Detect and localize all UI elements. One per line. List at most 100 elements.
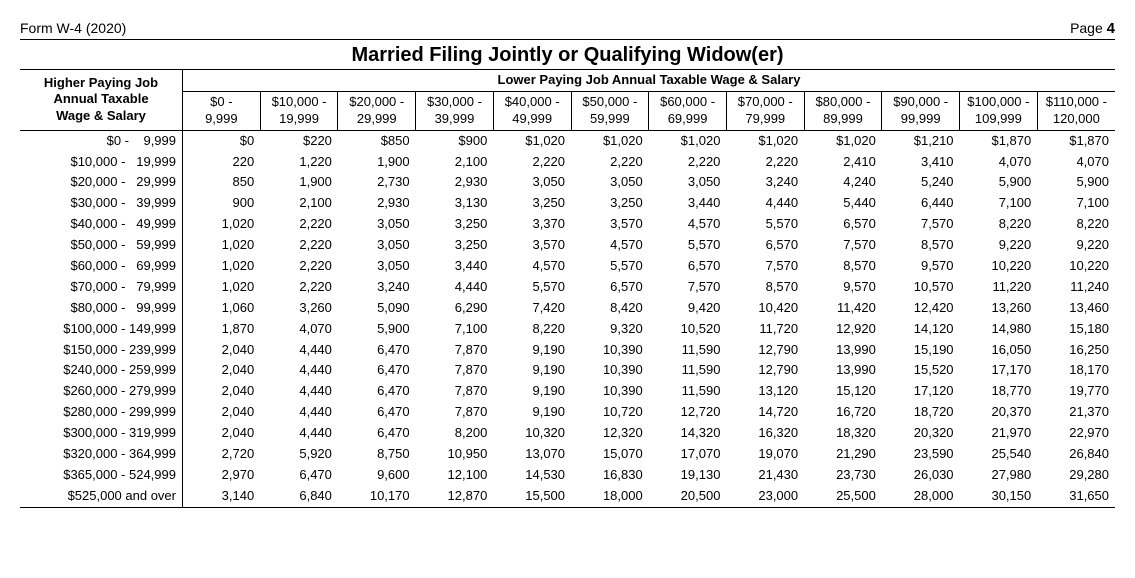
- column-header: $50,000 -59,999: [571, 91, 649, 130]
- cell-value: 13,260: [960, 298, 1038, 319]
- cell-value: 15,120: [804, 381, 882, 402]
- cell-value: 8,220: [1037, 214, 1115, 235]
- cell-value: 10,520: [649, 319, 727, 340]
- cell-value: 7,870: [416, 360, 494, 381]
- cell-value: 16,250: [1037, 340, 1115, 361]
- cell-value: 17,120: [882, 381, 960, 402]
- cell-value: 3,050: [649, 172, 727, 193]
- column-header: $90,000 -99,999: [882, 91, 960, 130]
- cell-value: 15,500: [493, 486, 571, 507]
- cell-value: 9,570: [882, 256, 960, 277]
- cell-value: 8,750: [338, 444, 416, 465]
- cell-value: 3,250: [416, 235, 494, 256]
- cell-value: 2,220: [493, 152, 571, 173]
- cell-value: 3,250: [493, 193, 571, 214]
- cell-value: 11,240: [1037, 277, 1115, 298]
- cell-value: $1,210: [882, 130, 960, 151]
- column-header-top: $40,000 -: [500, 94, 565, 111]
- cell-value: 9,420: [649, 298, 727, 319]
- cell-value: 7,570: [649, 277, 727, 298]
- row-label: $260,000 - 279,999: [20, 381, 183, 402]
- cell-value: 9,190: [493, 360, 571, 381]
- cell-value: 9,320: [571, 319, 649, 340]
- table-row: $240,000 - 259,9992,0404,4406,4707,8709,…: [20, 360, 1115, 381]
- cell-value: 12,790: [726, 340, 804, 361]
- cell-value: 12,870: [416, 486, 494, 507]
- page-number-value: 4: [1107, 20, 1115, 37]
- cell-value: 4,440: [416, 277, 494, 298]
- cell-value: 3,440: [649, 193, 727, 214]
- cell-value: 2,100: [416, 152, 494, 173]
- cell-value: 19,130: [649, 465, 727, 486]
- cell-value: 22,970: [1037, 423, 1115, 444]
- cell-value: 6,570: [726, 235, 804, 256]
- column-header: $20,000 -29,999: [338, 91, 416, 130]
- cell-value: 9,600: [338, 465, 416, 486]
- cell-value: 16,830: [571, 465, 649, 486]
- cell-value: 8,570: [726, 277, 804, 298]
- cell-value: 1,020: [183, 235, 261, 256]
- table-head: Higher Paying Job Annual Taxable Wage & …: [20, 70, 1115, 131]
- row-label: $100,000 - 149,999: [20, 319, 183, 340]
- cell-value: 6,570: [649, 256, 727, 277]
- cell-value: 4,440: [260, 423, 338, 444]
- cell-value: 7,570: [726, 256, 804, 277]
- cell-value: 29,280: [1037, 465, 1115, 486]
- cell-value: 15,520: [882, 360, 960, 381]
- cell-value: 3,370: [493, 214, 571, 235]
- table-row: $150,000 - 239,9992,0404,4406,4707,8709,…: [20, 340, 1115, 361]
- cell-value: 4,440: [260, 402, 338, 423]
- row-label: $40,000 - 49,999: [20, 214, 183, 235]
- cell-value: 13,990: [804, 340, 882, 361]
- cell-value: 12,420: [882, 298, 960, 319]
- cell-value: 2,220: [726, 152, 804, 173]
- cell-value: 1,220: [260, 152, 338, 173]
- cell-value: 2,730: [338, 172, 416, 193]
- cell-value: $1,870: [1037, 130, 1115, 151]
- cell-value: 1,020: [183, 277, 261, 298]
- column-header: $40,000 -49,999: [493, 91, 571, 130]
- cell-value: 18,320: [804, 423, 882, 444]
- cell-value: 16,720: [804, 402, 882, 423]
- cell-value: 13,990: [804, 360, 882, 381]
- cell-value: 3,240: [338, 277, 416, 298]
- cell-value: 2,040: [183, 402, 261, 423]
- cell-value: 7,420: [493, 298, 571, 319]
- cell-value: 10,390: [571, 340, 649, 361]
- cell-value: 2,220: [571, 152, 649, 173]
- cell-value: 14,980: [960, 319, 1038, 340]
- cell-value: 10,570: [882, 277, 960, 298]
- cell-value: 1,870: [183, 319, 261, 340]
- cell-value: 6,290: [416, 298, 494, 319]
- cell-value: $1,020: [804, 130, 882, 151]
- cell-value: 16,050: [960, 340, 1038, 361]
- row-label: $525,000 and over: [20, 486, 183, 507]
- cell-value: 11,590: [649, 381, 727, 402]
- cell-value: 10,950: [416, 444, 494, 465]
- cell-value: 3,250: [416, 214, 494, 235]
- cell-value: 3,130: [416, 193, 494, 214]
- cell-value: 2,100: [260, 193, 338, 214]
- cell-value: 7,570: [882, 214, 960, 235]
- cell-value: 4,240: [804, 172, 882, 193]
- table-row: $40,000 - 49,9991,0202,2203,0503,2503,37…: [20, 214, 1115, 235]
- cell-value: 17,170: [960, 360, 1038, 381]
- column-header-bottom: 99,999: [888, 111, 953, 128]
- column-header: $30,000 -39,999: [416, 91, 494, 130]
- row-label: $20,000 - 29,999: [20, 172, 183, 193]
- cell-value: 15,070: [571, 444, 649, 465]
- row-label: $150,000 - 239,999: [20, 340, 183, 361]
- row-label: $0 - 9,999: [20, 130, 183, 151]
- table-row: $70,000 - 79,9991,0202,2203,2404,4405,57…: [20, 277, 1115, 298]
- cell-value: 9,220: [1037, 235, 1115, 256]
- cell-value: 3,050: [571, 172, 649, 193]
- cell-value: 11,420: [804, 298, 882, 319]
- column-header-bottom: 49,999: [500, 111, 565, 128]
- cell-value: 10,170: [338, 486, 416, 507]
- cell-value: 10,320: [493, 423, 571, 444]
- cell-value: 2,220: [649, 152, 727, 173]
- cell-value: 5,570: [726, 214, 804, 235]
- row-label: $365,000 - 524,999: [20, 465, 183, 486]
- column-header-top: $60,000 -: [655, 94, 720, 111]
- column-header-top: $80,000 -: [811, 94, 876, 111]
